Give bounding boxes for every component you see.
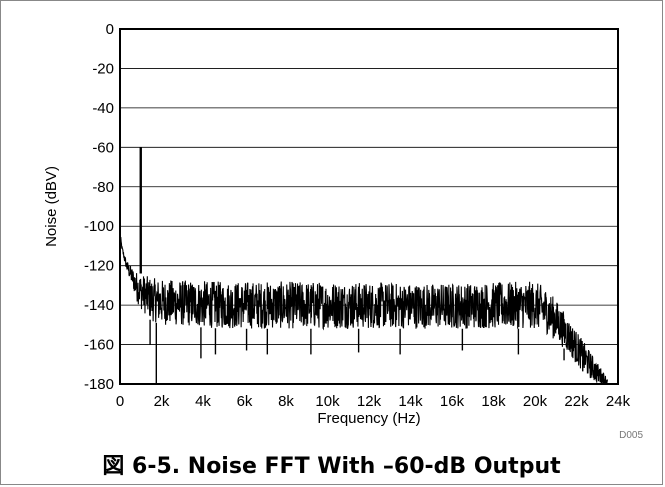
- x-tick-label: 12k: [357, 393, 382, 410]
- x-axis-label: Frequency (Hz): [317, 410, 420, 427]
- y-axis-label: Noise (dBV): [43, 166, 60, 247]
- y-tick-label: -20: [92, 60, 114, 77]
- y-axis-ticks: 0 -20 -40 -60 -80 -100 -120 -140 -160 -180: [84, 21, 114, 393]
- x-tick-label: 24k: [606, 393, 631, 410]
- y-tick-label: -180: [84, 376, 114, 393]
- noise-line: [120, 234, 609, 384]
- x-tick-label: 14k: [398, 393, 423, 410]
- y-tick-label: -140: [84, 297, 114, 314]
- x-tick-label: 20k: [523, 393, 548, 410]
- x-tick-label: 16k: [440, 393, 465, 410]
- x-tick-label: 4k: [195, 393, 211, 410]
- y-tick-label: -120: [84, 258, 114, 275]
- y-tick-label: -160: [84, 337, 114, 354]
- plot-area-border: [119, 28, 619, 385]
- x-tick-label: 6k: [237, 393, 253, 410]
- figure-caption: 図 6-5. Noise FFT With –60-dB Output: [102, 454, 561, 479]
- y-tick-label: -40: [92, 100, 114, 117]
- x-tick-label: 2k: [154, 393, 170, 410]
- y-tick-label: -80: [92, 179, 114, 196]
- noise-trace: [120, 147, 609, 384]
- x-tick-label: 0: [116, 393, 124, 410]
- figure-code: D005: [619, 430, 643, 441]
- x-tick-label: 18k: [481, 393, 506, 410]
- y-tick-label: -100: [84, 218, 114, 235]
- x-tick-label: 22k: [564, 393, 589, 410]
- grid-lines: [120, 28, 618, 385]
- y-tick-label: -60: [92, 139, 114, 156]
- x-tick-label: 10k: [315, 393, 340, 410]
- x-tick-label: 8k: [278, 393, 294, 410]
- x-axis-ticks: 0 2k 4k 6k 8k 10k 12k 14k 16k 18k 20k 22k 24k: [116, 393, 631, 410]
- y-tick-label: 0: [106, 21, 114, 38]
